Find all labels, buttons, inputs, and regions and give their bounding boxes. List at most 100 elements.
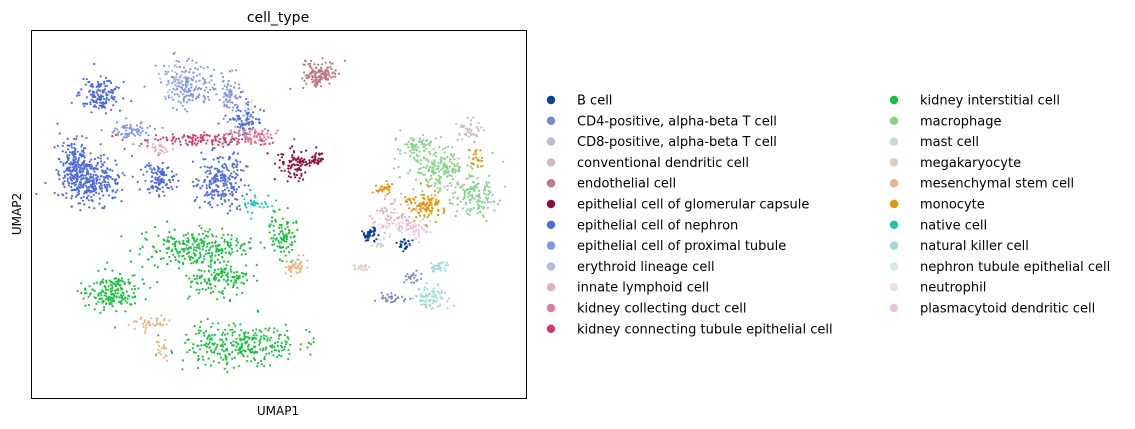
scatter-point: [222, 179, 225, 182]
scatter-point: [254, 332, 257, 335]
scatter-point: [120, 279, 123, 282]
scatter-point: [223, 188, 227, 191]
scatter-point: [224, 94, 227, 97]
scatter-point: [287, 221, 290, 224]
scatter-point: [184, 83, 187, 86]
scatter-point: [109, 108, 113, 111]
scatter-point: [422, 156, 425, 159]
scatter-point: [436, 179, 439, 183]
scatter-point: [44, 181, 47, 184]
scatter-point: [110, 89, 113, 92]
scatter-point: [203, 280, 206, 283]
scatter-point: [428, 210, 431, 213]
scatter-point: [206, 169, 209, 173]
scatter-point: [400, 225, 403, 228]
scatter-point: [101, 169, 104, 172]
scatter-point: [208, 252, 211, 255]
scatter-point: [188, 277, 191, 280]
scatter-point: [314, 79, 317, 83]
scatter-point: [157, 344, 160, 348]
scatter-point: [480, 159, 483, 162]
scatter-point: [173, 93, 176, 96]
scatter-point: [100, 187, 104, 190]
scatter-point: [204, 97, 207, 100]
legend-marker: [889, 158, 899, 167]
scatter-point: [290, 241, 293, 244]
scatter-point: [205, 345, 208, 348]
scatter-point: [255, 279, 259, 282]
scatter-point: [79, 171, 82, 174]
scatter-point: [224, 355, 227, 358]
scatter-point: [452, 304, 455, 307]
scatter-point: [418, 168, 421, 171]
scatter-point: [226, 180, 229, 183]
scatter-point: [232, 366, 235, 369]
scatter-point: [274, 220, 277, 223]
scatter-point: [488, 174, 491, 178]
scatter-point: [417, 288, 420, 291]
scatter-point: [207, 265, 210, 268]
scatter-point: [106, 80, 109, 83]
scatter-point: [227, 158, 230, 161]
scatter-point: [213, 351, 216, 354]
scatter-point: [333, 75, 337, 78]
scatter-point: [208, 201, 211, 204]
scatter-point: [248, 127, 251, 130]
scatter-point: [443, 165, 446, 168]
scatter-point: [437, 161, 440, 164]
scatter-point: [195, 332, 198, 335]
scatter-point: [73, 184, 76, 187]
scatter-point: [283, 345, 286, 348]
scatter-point: [206, 166, 209, 169]
scatter-point: [401, 222, 404, 225]
scatter-point: [169, 260, 172, 263]
scatter-point: [204, 363, 207, 366]
scatter-point: [74, 148, 77, 151]
scatter-point: [404, 247, 407, 250]
scatter-point: [288, 352, 291, 356]
scatter-point: [231, 275, 234, 279]
scatter-point: [231, 286, 234, 289]
scatter-point: [172, 106, 175, 109]
scatter-point: [258, 132, 261, 135]
scatter-point: [237, 132, 240, 135]
scatter-point: [266, 339, 269, 342]
scatter-point: [220, 275, 223, 278]
legend-marker: [889, 116, 899, 126]
scatter-point: [219, 249, 222, 252]
scatter-point: [403, 196, 407, 199]
scatter-point: [193, 241, 196, 244]
scatter-point: [235, 345, 238, 348]
scatter-point: [213, 147, 216, 150]
scatter-point: [117, 130, 120, 133]
scatter-point: [242, 242, 246, 245]
scatter-point: [269, 336, 273, 339]
scatter-point: [471, 196, 474, 200]
scatter-point: [83, 105, 86, 108]
scatter-point: [417, 155, 420, 158]
scatter-point: [411, 274, 415, 277]
scatter-point: [248, 241, 251, 244]
scatter-point: [84, 304, 87, 307]
scatter-point: [420, 207, 423, 211]
scatter-point: [173, 237, 176, 240]
scatter-point: [224, 349, 228, 352]
scatter-point: [430, 199, 433, 202]
scatter-point: [99, 143, 102, 146]
scatter-point: [280, 153, 283, 156]
scatter-point: [132, 143, 135, 146]
scatter-point: [123, 281, 126, 284]
scatter-point: [111, 289, 114, 292]
scatter-point: [191, 99, 194, 102]
scatter-point: [223, 195, 226, 198]
scatter-point: [255, 264, 258, 267]
scatter-point: [439, 269, 442, 272]
scatter-point: [201, 240, 204, 243]
scatter-point: [222, 350, 225, 353]
scatter-point: [221, 87, 224, 90]
scatter-point: [80, 145, 83, 148]
scatter-point: [214, 274, 217, 277]
scatter-point: [100, 165, 103, 168]
scatter-point: [203, 237, 206, 240]
scatter-point: [181, 136, 184, 139]
